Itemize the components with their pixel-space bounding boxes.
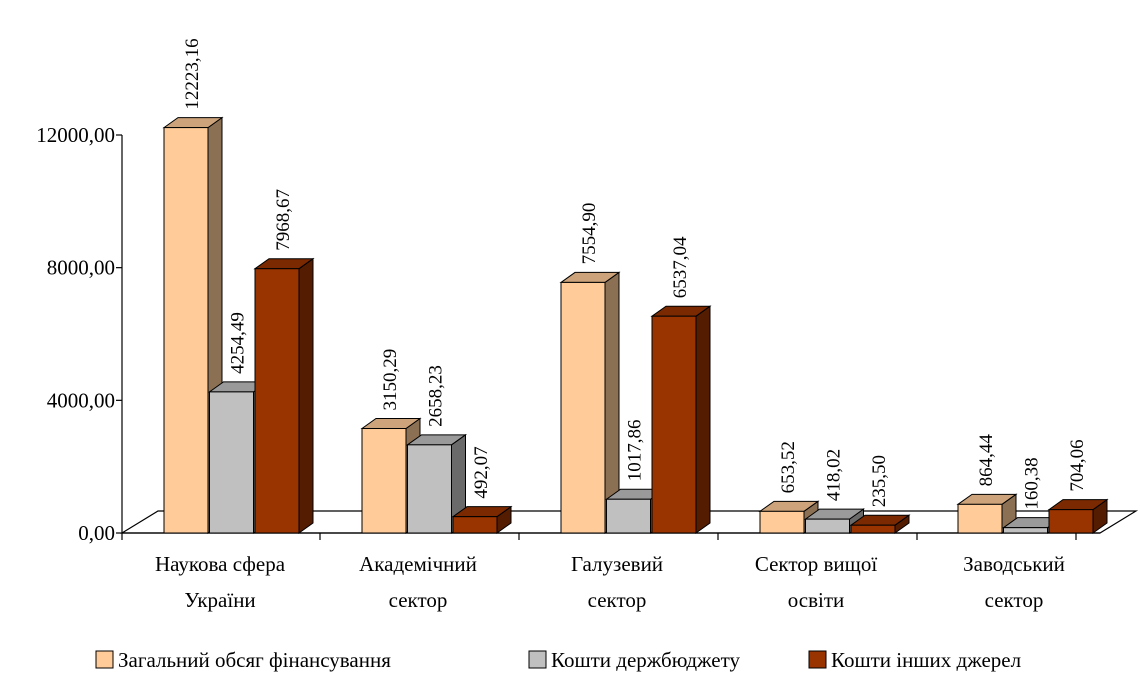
category-label: Галузевий bbox=[571, 552, 663, 576]
data-label: 7554,90 bbox=[579, 203, 600, 265]
y-tick-label: 4000,00 bbox=[47, 388, 115, 412]
category-label: сектор bbox=[588, 588, 647, 612]
bar-side bbox=[298, 257, 314, 534]
data-label: 160,38 bbox=[1022, 457, 1043, 509]
y-tick-label: 8000,00 bbox=[47, 256, 115, 280]
bar bbox=[606, 498, 651, 534]
data-label: 492,07 bbox=[471, 446, 492, 498]
data-label: 12223,16 bbox=[182, 38, 203, 109]
bar bbox=[361, 428, 407, 534]
bar bbox=[452, 516, 498, 534]
category-label: Заводський bbox=[963, 552, 1065, 576]
bar bbox=[209, 391, 254, 534]
category-label: Наукова сфера bbox=[155, 552, 286, 576]
legend-label: Загальний обсяг фінансування bbox=[118, 648, 391, 672]
bar bbox=[407, 444, 452, 534]
bar-side bbox=[695, 305, 711, 534]
data-label: 2658,23 bbox=[426, 365, 447, 427]
legend-swatch bbox=[528, 650, 547, 669]
bar bbox=[1003, 527, 1048, 534]
data-label: 418,02 bbox=[824, 449, 845, 501]
data-label: 6537,04 bbox=[670, 236, 691, 298]
data-label: 864,44 bbox=[976, 434, 997, 487]
category-label: сектор bbox=[985, 588, 1044, 612]
category-label: Сектор вищої bbox=[755, 552, 877, 576]
data-label: 4254,49 bbox=[228, 312, 249, 374]
y-tick-label: 0,00 bbox=[78, 521, 115, 545]
bar bbox=[957, 503, 1003, 534]
bar bbox=[759, 510, 805, 534]
bar bbox=[1048, 509, 1094, 534]
data-label: 704,06 bbox=[1067, 439, 1088, 491]
bar bbox=[805, 518, 850, 534]
data-label: 653,52 bbox=[778, 441, 799, 493]
category-label: освіти bbox=[788, 588, 845, 612]
category-label: Академічний bbox=[359, 552, 477, 576]
legend-swatch bbox=[808, 650, 827, 669]
bar bbox=[850, 524, 896, 534]
legend-label: Кошти інших джерел bbox=[831, 648, 1021, 672]
bar bbox=[254, 268, 300, 534]
category-label: України bbox=[184, 588, 255, 612]
bar bbox=[560, 281, 606, 534]
data-label: 235,50 bbox=[869, 455, 890, 507]
data-label: 3150,29 bbox=[380, 349, 401, 411]
data-label: 1017,86 bbox=[625, 419, 646, 481]
category-label: сектор bbox=[389, 588, 448, 612]
legend-swatch bbox=[95, 650, 114, 669]
bar bbox=[163, 127, 209, 534]
bar bbox=[651, 315, 697, 534]
y-tick-label: 12000,00 bbox=[36, 123, 115, 147]
data-label: 7968,67 bbox=[273, 189, 294, 251]
legend-label: Кошти держбюджету bbox=[551, 648, 740, 672]
